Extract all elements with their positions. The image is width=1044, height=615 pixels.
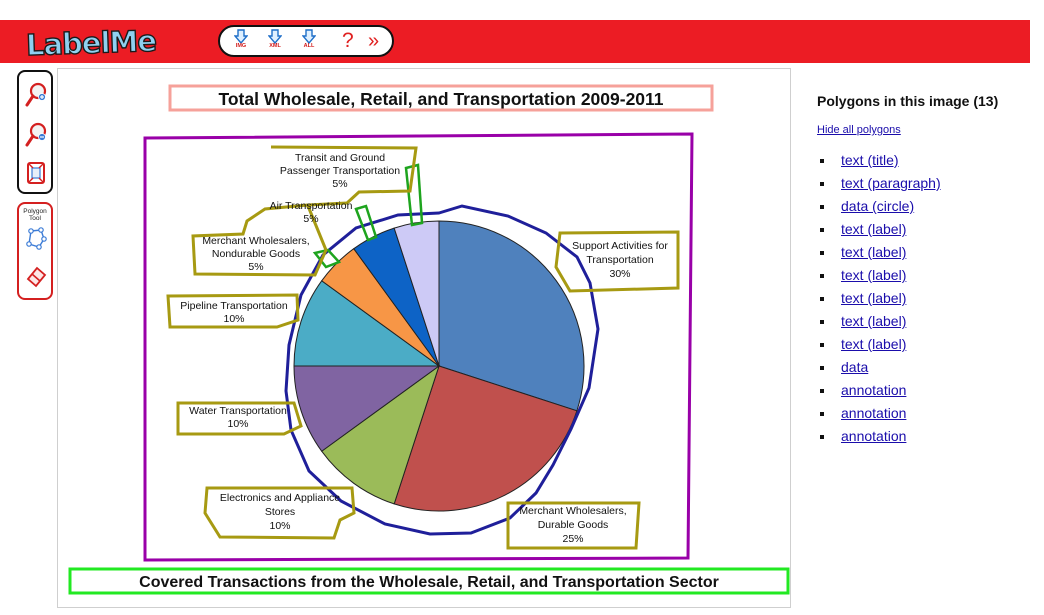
pie-label-air-l2: 5%: [303, 213, 318, 225]
polygon-link[interactable]: text (paragraph): [841, 175, 941, 191]
data-polygon[interactable]: [312, 248, 342, 269]
polygon-link[interactable]: text (label): [841, 221, 907, 237]
pie-label-nondurable-l3: 5%: [248, 261, 263, 273]
download-image-label: IMG: [235, 43, 247, 49]
pie-slice-3: [320, 364, 440, 505]
pie-label-electronics-l2: Stores: [265, 506, 295, 518]
pie-label-electronics-l3: 10%: [269, 520, 290, 532]
pie-label-transit-l1: Transit and Ground: [295, 152, 385, 164]
label-polygon[interactable]: [203, 486, 356, 540]
polygon-link[interactable]: data (circle): [841, 198, 915, 214]
chart-image[interactable]: Total Wholesale, Retail, and Transportat…: [58, 69, 790, 607]
zoom-in-icon[interactable]: [25, 82, 47, 108]
polygon-link[interactable]: text (label): [841, 313, 907, 329]
download-image-button[interactable]: IMG: [228, 29, 254, 55]
footer-polygon[interactable]: [68, 567, 790, 595]
pie-label-electronics-l1: Electronics and Appliance: [220, 492, 340, 504]
pie-label-durable-l3: 25%: [562, 533, 583, 545]
label-polygon[interactable]: [176, 401, 303, 436]
label-polygon[interactable]: [506, 501, 641, 550]
help-button[interactable]: ?: [342, 29, 354, 52]
top-bar: LabelMe IMG XML ALL ? »: [0, 20, 1030, 63]
polygon-link[interactable]: text (label): [841, 267, 907, 283]
polygon-list-item: text (label): [817, 287, 1037, 310]
pie-label-air-l1: Air Transportation: [270, 200, 353, 212]
hide-all-polygons-link[interactable]: Hide all polygons: [817, 124, 901, 136]
polygon-list-panel: Polygons in this image (13) Hide all pol…: [817, 92, 1037, 448]
polygon-link[interactable]: text (title): [841, 152, 899, 168]
pie-label-transit-l2: Passenger Transportation: [280, 165, 400, 177]
annotation-canvas[interactable]: Total Wholesale, Retail, and Transportat…: [57, 68, 791, 608]
pie-label-durable-l2: Durable Goods: [538, 519, 609, 531]
polygon-tool-panel: Polygon Tool: [17, 202, 53, 300]
polygon-link[interactable]: text (label): [841, 290, 907, 306]
zoom-out-icon[interactable]: [25, 122, 47, 148]
pie-label-pipeline-l1: Pipeline Transportation: [180, 300, 288, 312]
more-button[interactable]: »: [368, 30, 380, 52]
label-polygon[interactable]: [191, 145, 418, 277]
title-polygon[interactable]: [168, 84, 714, 112]
pie-label-nondurable-l2: Nondurable Goods: [212, 248, 300, 260]
polygon-list-item: text (label): [817, 218, 1037, 241]
data-polygon[interactable]: [354, 204, 378, 242]
polygon-list: text (title) text (paragraph) data (circ…: [817, 149, 1037, 448]
chart-title: Total Wholesale, Retail, and Transportat…: [218, 89, 663, 109]
chart-footer: Covered Transactions from the Wholesale,…: [139, 574, 719, 591]
pie-label-pipeline-l2: 10%: [223, 313, 244, 325]
polygon-list-item: text (label): [817, 310, 1037, 333]
pie-label-nondurable-l1: Merchant Wholesalers,: [202, 235, 309, 247]
polygon-list-item: data: [817, 356, 1037, 379]
pie-chart: [293, 220, 585, 512]
paragraph-polygon[interactable]: [143, 132, 694, 562]
eraser-icon[interactable]: [25, 264, 47, 290]
download-arrow-icon: [302, 29, 316, 44]
polygon-icon[interactable]: [25, 226, 47, 252]
pie-label-transit-l3: 5%: [332, 178, 347, 190]
pie-slice-8: [393, 220, 440, 367]
polygon-list-item: text (label): [817, 333, 1037, 356]
circle-polygon[interactable]: [284, 204, 600, 536]
download-xml-label: XML: [269, 43, 281, 49]
polygon-list-item: text (paragraph): [817, 172, 1037, 195]
pie-labels: Transit and Ground Passenger Transportat…: [180, 152, 668, 545]
fit-to-screen-icon[interactable]: [25, 160, 47, 186]
labelme-logo[interactable]: LabelMe: [25, 23, 157, 63]
pie-label-support-l2: Transportation: [586, 254, 653, 266]
polygon-tool-label: Polygon Tool: [23, 208, 47, 222]
label-polygon[interactable]: [166, 293, 300, 329]
download-arrow-icon: [234, 29, 248, 44]
pie-label-support-l3: 30%: [609, 268, 630, 280]
data-polygon[interactable]: [404, 163, 424, 227]
pie-slice-1: [438, 220, 585, 412]
download-all-button[interactable]: ALL: [296, 29, 322, 55]
pie-label-water-l1: Water Transportation: [189, 405, 287, 417]
toolbar: IMG XML ALL ? »: [218, 25, 394, 57]
label-polygon[interactable]: [554, 230, 680, 293]
polygon-link[interactable]: text (label): [841, 336, 907, 352]
polygon-list-item: text (title): [817, 149, 1037, 172]
download-arrow-icon: [268, 29, 282, 44]
pie-label-support-l1: Support Activities for: [572, 240, 668, 252]
pie-label-water-l2: 10%: [227, 418, 248, 430]
polygon-list-item: text (label): [817, 241, 1037, 264]
polygon-list-item: data (circle): [817, 195, 1037, 218]
zoom-tool-panel: [17, 70, 53, 194]
polygon-link[interactable]: annotation: [841, 405, 907, 421]
polygon-list-item: text (label): [817, 264, 1037, 287]
polygon-list-item: annotation: [817, 379, 1037, 402]
download-xml-button[interactable]: XML: [262, 29, 288, 55]
polygon-link[interactable]: annotation: [841, 428, 907, 444]
polygon-link[interactable]: annotation: [841, 382, 907, 398]
polygon-list-item: annotation: [817, 402, 1037, 425]
pie-label-durable-l1: Merchant Wholesalers,: [519, 505, 626, 517]
pie-slice-4: [293, 365, 441, 452]
polygon-link[interactable]: text (label): [841, 244, 907, 260]
polygon-link[interactable]: data: [841, 359, 869, 375]
polygon-list-item: annotation: [817, 425, 1037, 448]
download-all-label: ALL: [303, 43, 315, 49]
pie-slice-5: [293, 280, 441, 367]
polygon-list-heading: Polygons in this image (13): [817, 93, 999, 109]
